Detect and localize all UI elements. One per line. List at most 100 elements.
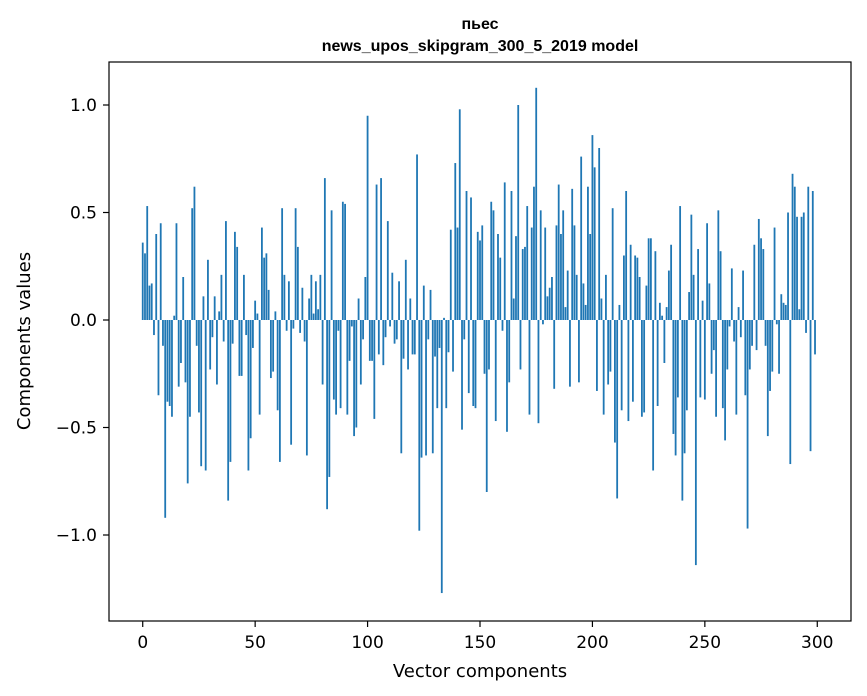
bar [762, 249, 765, 320]
bar [263, 257, 266, 320]
y-axis-ticks: −1.0 −0.5 0.0 0.5 1.0 [56, 96, 109, 546]
bar [735, 320, 738, 415]
bar [272, 320, 275, 372]
bar [593, 167, 596, 320]
bar [326, 320, 328, 510]
bar [503, 182, 506, 320]
bar [171, 320, 173, 417]
bar [533, 186, 535, 320]
bar [155, 234, 158, 320]
bar [202, 296, 205, 320]
bar [751, 320, 753, 346]
bar [380, 178, 382, 320]
bar [780, 294, 783, 320]
bar [683, 320, 686, 454]
bar [332, 320, 335, 400]
bar [283, 274, 286, 320]
x-tick-label: 150 [464, 633, 496, 653]
bar [562, 210, 565, 320]
bar [796, 216, 798, 320]
bar [422, 285, 425, 320]
bar [524, 246, 526, 320]
bar [328, 320, 331, 477]
bar [146, 206, 149, 320]
bar [501, 320, 504, 331]
bar [294, 208, 297, 320]
bar [485, 320, 488, 492]
bar [724, 320, 726, 441]
bar [452, 320, 454, 372]
bar [548, 287, 551, 320]
bar [793, 186, 796, 320]
bar [409, 298, 412, 320]
bar [234, 231, 236, 320]
bar [301, 287, 304, 320]
bar [746, 320, 749, 529]
bar [773, 227, 776, 320]
bar [191, 208, 194, 320]
bar [312, 313, 315, 320]
y-tick-label: −1.0 [56, 526, 97, 546]
y-tick-label: 0.5 [70, 204, 97, 224]
bar [760, 238, 762, 320]
bar [198, 320, 200, 413]
bar [616, 320, 619, 499]
bar [753, 244, 756, 320]
bar [195, 320, 198, 346]
bar [386, 221, 389, 320]
bar [566, 270, 569, 320]
bar [245, 320, 248, 336]
bar [182, 277, 185, 320]
bar [598, 148, 601, 320]
bar [658, 302, 661, 320]
bar [726, 320, 729, 370]
bar [375, 184, 378, 320]
bar [737, 307, 740, 320]
bar [465, 191, 468, 320]
bar [692, 274, 695, 320]
bar [537, 320, 540, 424]
bar [216, 320, 218, 385]
bar [681, 320, 684, 501]
bar [497, 234, 499, 320]
bar [697, 249, 699, 320]
bar [769, 320, 771, 391]
bar [184, 320, 187, 383]
bar [634, 255, 637, 320]
bar [438, 320, 441, 348]
bar [258, 320, 261, 415]
bar [708, 283, 711, 320]
bar [247, 320, 250, 471]
bar [425, 320, 427, 456]
bar [802, 212, 805, 320]
bar [490, 201, 493, 320]
bar [499, 257, 502, 320]
bar [308, 298, 311, 320]
bar [679, 206, 682, 320]
y-axis-label: Components values [14, 252, 35, 430]
bar [236, 246, 239, 320]
bar [162, 320, 164, 346]
bar [483, 320, 486, 374]
bar-series [141, 87, 816, 594]
bar [515, 236, 517, 320]
bar [645, 285, 648, 320]
bar [416, 154, 418, 320]
bar [618, 304, 621, 320]
bar [814, 320, 816, 355]
x-axis-label: Vector components [393, 661, 567, 682]
bar [321, 320, 324, 385]
bar [569, 320, 571, 387]
bar [600, 298, 603, 320]
bar [811, 191, 814, 320]
bar [688, 292, 691, 320]
bar [382, 320, 385, 366]
bar [213, 296, 216, 320]
bar [173, 315, 176, 320]
chart-subtitle: news_upos_skipgram_300_5_2019 model [322, 38, 639, 55]
bar [362, 320, 364, 340]
x-tick-label: 50 [244, 633, 266, 653]
bar [341, 201, 344, 320]
bar [463, 320, 466, 340]
bar [710, 320, 713, 374]
